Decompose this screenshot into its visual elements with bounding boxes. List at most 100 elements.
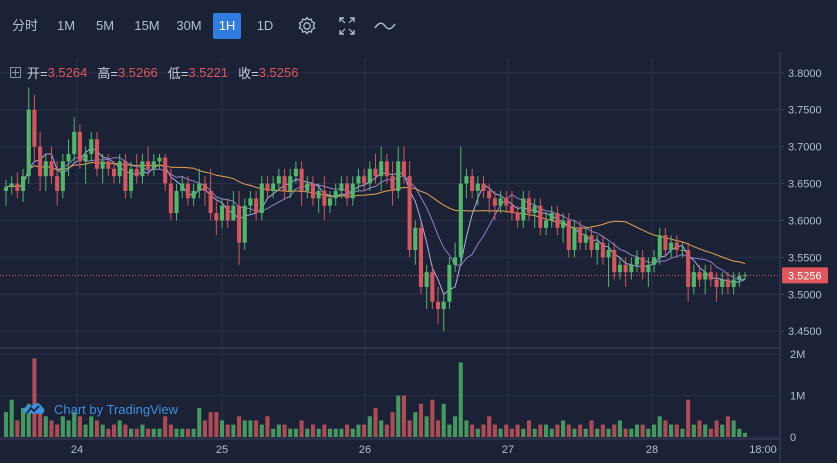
tradingview-logo-icon (23, 403, 45, 414)
ohlc-legend: 开= 3.5264 高= 3.5266 低= 3.5221 收= 3.5256 (10, 63, 308, 82)
volume-bar (316, 428, 321, 437)
candle-body (356, 176, 361, 184)
candle-body (288, 176, 293, 191)
candle-body (651, 257, 657, 265)
volume-bar (475, 428, 480, 437)
toolbar: 分时 1M 5M 15M 30M 1H 1D (0, 0, 837, 52)
settings-icon[interactable] (295, 13, 319, 39)
fullscreen-icon[interactable] (335, 13, 359, 39)
timeframe-15m[interactable]: 15M (134, 18, 160, 33)
candle-body (526, 198, 532, 214)
candle-body (316, 190, 321, 199)
candle-body (737, 275, 742, 280)
timeframe-5m[interactable]: 5M (95, 18, 115, 33)
candle-body (640, 257, 645, 273)
candle-body (634, 257, 640, 265)
volume-bar (509, 428, 514, 437)
volume-bar (72, 412, 77, 437)
volume-bar (566, 424, 571, 437)
candle-body (72, 131, 77, 154)
candle-body (543, 220, 549, 228)
candle-body (157, 157, 162, 162)
candle-body (129, 168, 134, 191)
volume-bar (714, 420, 719, 437)
volume-bar (504, 424, 509, 437)
candle-body (208, 190, 213, 214)
volume-bar (481, 424, 486, 437)
volume-bar (606, 428, 611, 437)
volume-bar (742, 432, 748, 437)
volume-bar (356, 424, 361, 437)
volume-bar (350, 428, 355, 437)
volume-bar (691, 424, 696, 437)
timeframe-30m[interactable]: 30M (176, 18, 202, 33)
ma30-line (5, 161, 746, 264)
volume-bar (106, 428, 111, 437)
timeframe-1h[interactable]: 1H (213, 13, 241, 39)
time-tick-label: 24 (71, 444, 83, 456)
candle-body (720, 279, 725, 287)
candle-body (38, 146, 43, 177)
volume-bar (345, 424, 350, 437)
candle-body (447, 264, 452, 302)
volume-bar (703, 424, 708, 437)
volume-bar (572, 428, 577, 437)
volume-bar (487, 416, 492, 437)
volume-bar (657, 416, 662, 437)
volume-bar (600, 424, 605, 437)
volume-bar (674, 424, 679, 437)
candle-body (174, 190, 179, 214)
candle-body (146, 161, 151, 169)
volume-bar (697, 420, 702, 437)
candle-body (453, 257, 458, 265)
candle-body (424, 272, 429, 287)
timeframe-1d[interactable]: 1D (256, 18, 274, 33)
volume-bar (26, 403, 31, 437)
volume-bar (731, 420, 736, 437)
low-label: 低= (167, 66, 189, 81)
volume-bar (151, 428, 156, 437)
volume-bar (339, 428, 344, 437)
volume-bar (77, 416, 82, 437)
volume-bar (129, 428, 134, 437)
volume-bar (333, 428, 338, 437)
candle-body (578, 227, 583, 243)
candle-body (339, 183, 344, 191)
candle-body (66, 154, 71, 162)
candle-body (134, 168, 139, 177)
candle-body (21, 176, 26, 191)
volume-bar (686, 399, 691, 437)
volume-bar (401, 395, 406, 437)
line-style-icon[interactable] (373, 13, 397, 39)
price-tick-label: 3.7500 (788, 105, 822, 117)
tradingview-watermark[interactable]: Chart by TradingView (20, 398, 178, 420)
candle-body (151, 161, 156, 169)
volume-bar (384, 424, 389, 437)
volume-bar (629, 428, 634, 437)
candle-body (629, 264, 634, 273)
candle-body (94, 139, 100, 169)
volume-bar (515, 424, 520, 437)
candle-body (254, 198, 259, 214)
volume-bar (663, 420, 668, 437)
candle-body (555, 213, 560, 228)
expand-legend-icon[interactable] (10, 67, 21, 78)
candle-body (572, 227, 577, 250)
volume-bar (561, 420, 566, 437)
candle-body (589, 235, 594, 250)
candle-body (492, 198, 497, 206)
time-tick-label: 18:00 (749, 444, 777, 456)
volume-bar (197, 408, 202, 437)
candle-body (612, 250, 617, 273)
volume-bar (174, 428, 179, 437)
price-tick-label: 3.6000 (788, 215, 822, 227)
time-tick-label: 28 (646, 444, 658, 456)
timeframe-fenshi[interactable]: 分时 (11, 18, 38, 33)
timeframe-1m[interactable]: 1M (56, 18, 76, 33)
candle-body (674, 242, 679, 250)
close-value: 3.5256 (258, 65, 299, 80)
volume-bar (3, 412, 9, 437)
candle-body (669, 242, 674, 250)
candle-body (475, 183, 480, 191)
